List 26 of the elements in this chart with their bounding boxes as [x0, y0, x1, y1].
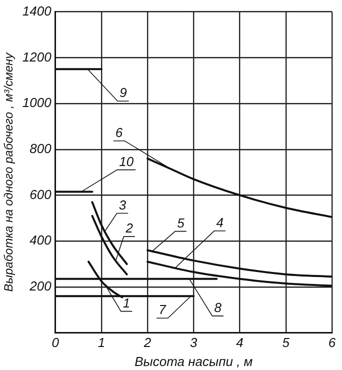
x-tick-label: 5	[282, 335, 290, 350]
x-tick-label: 6	[328, 335, 336, 350]
text: 4	[216, 215, 224, 230]
y-tick-label: 200	[28, 278, 52, 294]
y-tick-label: 1000	[22, 95, 52, 110]
y-axis-title: Выработка на одного рабочего , м³/смену	[2, 52, 16, 292]
text: 6	[115, 124, 124, 140]
text: 10	[119, 154, 134, 169]
series-label: 7	[158, 302, 167, 318]
y-tick-label: 400	[30, 232, 52, 248]
series-label: 2	[124, 220, 134, 236]
x-tick-label: 3	[190, 335, 198, 350]
series-label: 1	[122, 295, 130, 310]
y-tick-label: 600	[30, 186, 52, 202]
legend-label: 8	[214, 300, 222, 316]
x-tick-label: 4	[236, 335, 244, 350]
y-tick-label: 800	[30, 140, 52, 156]
x-tick-label: 1	[98, 335, 106, 350]
y-tick-label: 1200	[22, 49, 52, 64]
x-tick-label: 2	[142, 335, 152, 350]
series-label: 9	[120, 85, 127, 100]
x-tick-label: 0	[52, 335, 60, 350]
series-label: 5	[177, 215, 186, 230]
x-axis-title: Высота насыпи , м	[134, 354, 253, 369]
series-label: 3	[118, 197, 127, 212]
y-tick-label: 1400	[22, 3, 52, 18]
